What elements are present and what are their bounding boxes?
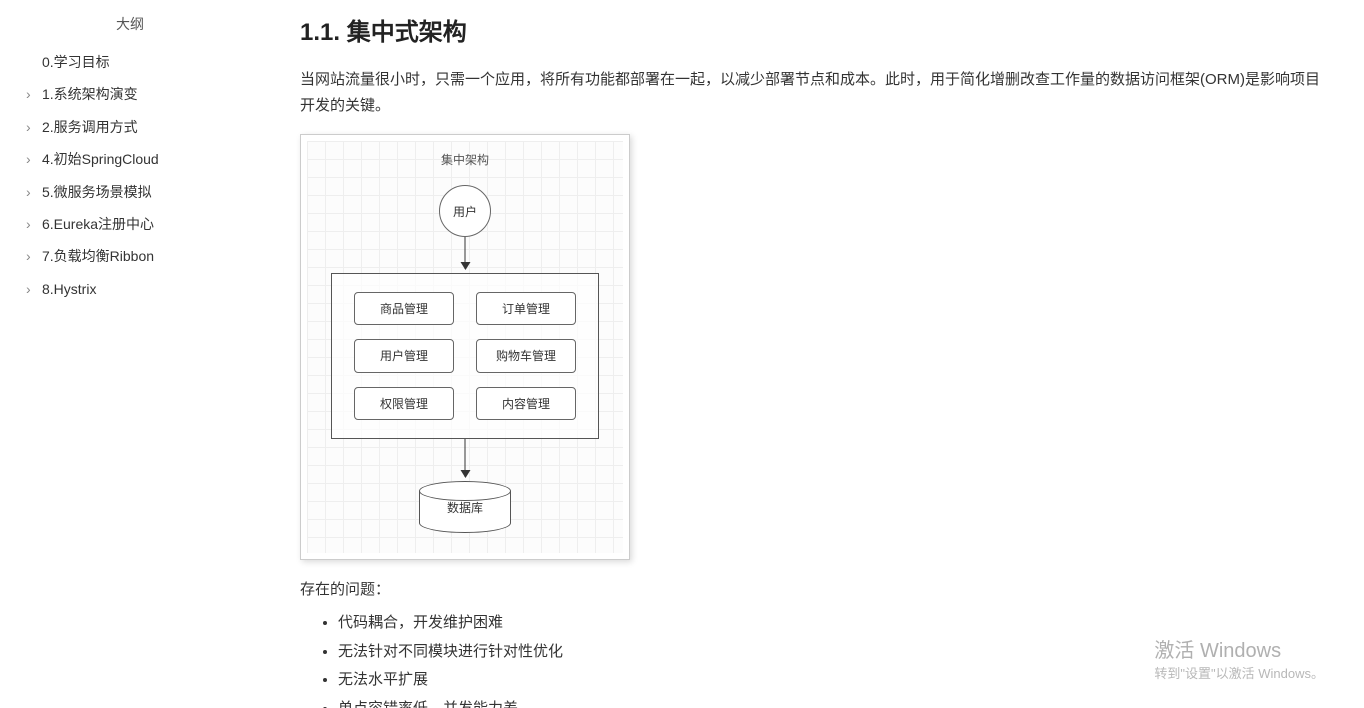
toc-item-3[interactable]: 4.初始SpringCloud	[10, 143, 250, 175]
diagram-canvas: 集中架构 用户 商品管理订单管理用户管理购物车管理权限管理内容管理 数据库	[307, 141, 623, 553]
arrow-modules-to-db	[465, 439, 466, 477]
toc-item-1[interactable]: 1.系统架构演变	[10, 78, 250, 110]
arrow-user-to-modules	[465, 237, 466, 269]
main-content: 1.1. 集中式架构 当网站流量很小时，只需一个应用，将所有功能都部署在一起，以…	[260, 0, 1364, 708]
module-box-1: 订单管理	[476, 292, 576, 325]
problems-label: 存在的问题：	[300, 578, 1324, 599]
sidebar: 大纲 0.学习目标1.系统架构演变2.服务调用方式4.初始SpringCloud…	[0, 0, 260, 708]
user-node: 用户	[439, 185, 491, 237]
architecture-diagram: 集中架构 用户 商品管理订单管理用户管理购物车管理权限管理内容管理 数据库	[300, 134, 630, 560]
toc-list: 0.学习目标1.系统架构演变2.服务调用方式4.初始SpringCloud5.微…	[10, 46, 250, 305]
database-node: 数据库	[419, 481, 511, 533]
toc-item-4[interactable]: 5.微服务场景模拟	[10, 176, 250, 208]
module-box-4: 权限管理	[354, 387, 454, 420]
module-box-0: 商品管理	[354, 292, 454, 325]
problems-list: 代码耦合，开发维护困难无法针对不同模块进行针对性优化无法水平扩展单点容错率低，并…	[300, 609, 1324, 708]
module-box-5: 内容管理	[476, 387, 576, 420]
toc-item-2[interactable]: 2.服务调用方式	[10, 111, 250, 143]
sidebar-title: 大纲	[10, 14, 250, 34]
problem-item-1: 无法针对不同模块进行针对性优化	[338, 638, 1324, 667]
diagram-title: 集中架构	[307, 151, 623, 168]
modules-container: 商品管理订单管理用户管理购物车管理权限管理内容管理	[331, 273, 599, 439]
toc-item-6[interactable]: 7.负载均衡Ribbon	[10, 240, 250, 272]
problem-item-0: 代码耦合，开发维护困难	[338, 609, 1324, 638]
toc-item-5[interactable]: 6.Eureka注册中心	[10, 208, 250, 240]
toc-item-0[interactable]: 0.学习目标	[10, 46, 250, 78]
module-box-3: 购物车管理	[476, 339, 576, 372]
problem-item-3: 单点容错率低，并发能力差	[338, 695, 1324, 708]
module-box-2: 用户管理	[354, 339, 454, 372]
intro-paragraph: 当网站流量很小时，只需一个应用，将所有功能都部署在一起，以减少部署节点和成本。此…	[300, 67, 1324, 118]
toc-item-7[interactable]: 8.Hystrix	[10, 273, 250, 305]
page-heading: 1.1. 集中式架构	[300, 12, 1324, 47]
problem-item-2: 无法水平扩展	[338, 666, 1324, 695]
